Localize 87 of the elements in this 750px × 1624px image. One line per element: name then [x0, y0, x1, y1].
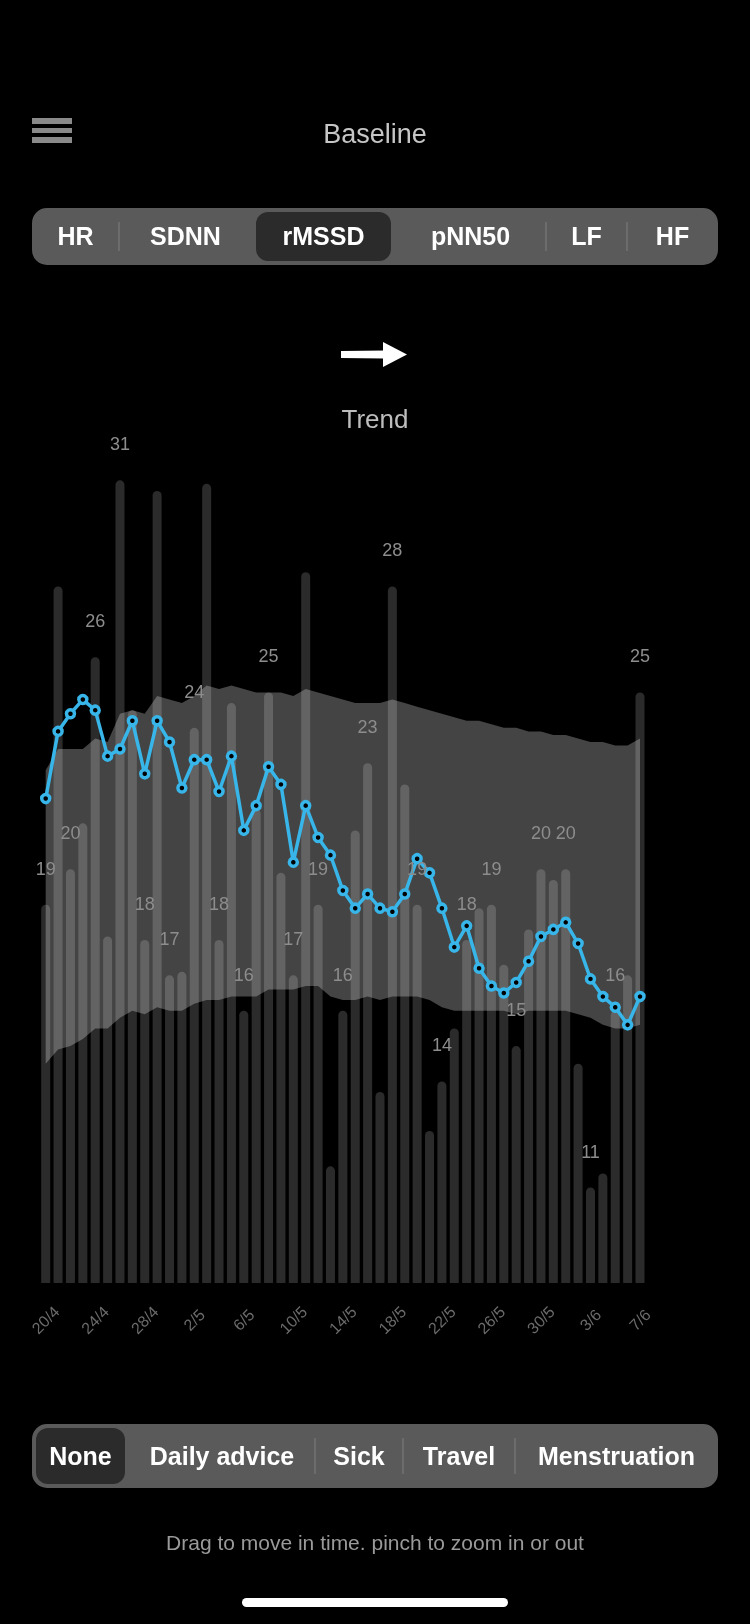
data-label: 28 — [382, 540, 403, 561]
selected-tab[interactable]: rMSSD — [256, 212, 391, 261]
point — [572, 937, 584, 950]
point — [609, 1001, 621, 1013]
point — [299, 799, 312, 812]
point — [361, 888, 374, 900]
data-label: 16 — [605, 964, 626, 985]
point — [473, 962, 485, 975]
tab[interactable]: pNN50 — [395, 208, 546, 265]
data-label: 19 — [308, 858, 329, 879]
data-label: 26 — [85, 611, 106, 632]
point — [485, 980, 498, 992]
data-label: 31 — [109, 434, 130, 455]
point — [349, 902, 361, 914]
data-label: 18 — [456, 894, 477, 915]
data-label: 19 — [481, 858, 502, 879]
point — [126, 715, 139, 727]
tab[interactable]: Sick — [315, 1424, 403, 1488]
point — [498, 987, 510, 999]
point — [176, 782, 188, 794]
tab[interactable]: HR — [32, 208, 119, 265]
data-label: 11 — [581, 1141, 600, 1162]
point — [386, 905, 399, 918]
data-label: 18 — [134, 894, 155, 915]
tab[interactable]: Menstruation — [515, 1424, 718, 1488]
point — [535, 930, 547, 943]
data-label: 20 — [60, 823, 81, 844]
tab[interactable]: SDNN — [119, 208, 252, 265]
tab[interactable]: Travel — [403, 1424, 515, 1488]
point — [64, 707, 77, 720]
x-tick-label: 7/6 — [626, 1306, 654, 1334]
chart-title: Baseline — [323, 118, 427, 149]
point — [238, 824, 250, 837]
point — [324, 849, 337, 861]
data-label: 20 — [530, 823, 551, 844]
point — [89, 704, 101, 716]
chart-subtitle: Trend — [341, 404, 409, 434]
point — [250, 799, 262, 812]
point — [621, 1019, 634, 1031]
x-tick-label: 6/5 — [229, 1306, 258, 1334]
data-label: 25 — [629, 646, 651, 667]
point — [77, 693, 89, 706]
point — [522, 955, 535, 967]
point — [312, 831, 324, 844]
point — [101, 750, 114, 762]
point — [634, 990, 646, 1003]
point — [436, 902, 448, 914]
point — [275, 778, 287, 791]
point — [399, 888, 411, 900]
data-label: 23 — [357, 717, 378, 738]
point — [188, 753, 201, 766]
x-tick-label: 2/5 — [180, 1306, 209, 1334]
data-label: 19 — [35, 858, 56, 879]
point — [584, 973, 597, 985]
point — [213, 785, 225, 798]
point — [510, 976, 522, 989]
point — [262, 761, 275, 773]
point — [559, 916, 572, 929]
x-tick-label: 3/6 — [576, 1306, 605, 1334]
data-label: 18 — [209, 894, 230, 915]
point — [337, 884, 349, 897]
point — [448, 941, 461, 953]
data-label: 16 — [233, 964, 254, 985]
tab[interactable]: Daily advice — [129, 1424, 315, 1488]
point — [39, 792, 52, 805]
text: Drag to move in time. pinch to zoom in or out — [165, 1530, 585, 1556]
point — [52, 725, 64, 738]
point — [597, 990, 609, 1003]
point — [374, 902, 386, 914]
point — [287, 856, 300, 868]
data-label: 14 — [431, 1035, 452, 1056]
tab[interactable]: HF — [627, 208, 718, 265]
data-label: 25 — [258, 646, 279, 667]
point — [200, 753, 213, 766]
data-label: 17 — [283, 929, 304, 950]
data-label: 20 — [555, 823, 576, 844]
point — [151, 715, 163, 727]
data-label: 17 — [159, 929, 180, 950]
point — [163, 736, 176, 748]
point — [139, 768, 151, 780]
data-label: 16 — [332, 964, 353, 985]
point — [547, 923, 560, 936]
point — [114, 743, 126, 755]
selected-tab[interactable]: None — [36, 1428, 125, 1484]
point — [460, 920, 473, 932]
point — [225, 750, 238, 762]
tab[interactable]: LF — [546, 208, 627, 265]
